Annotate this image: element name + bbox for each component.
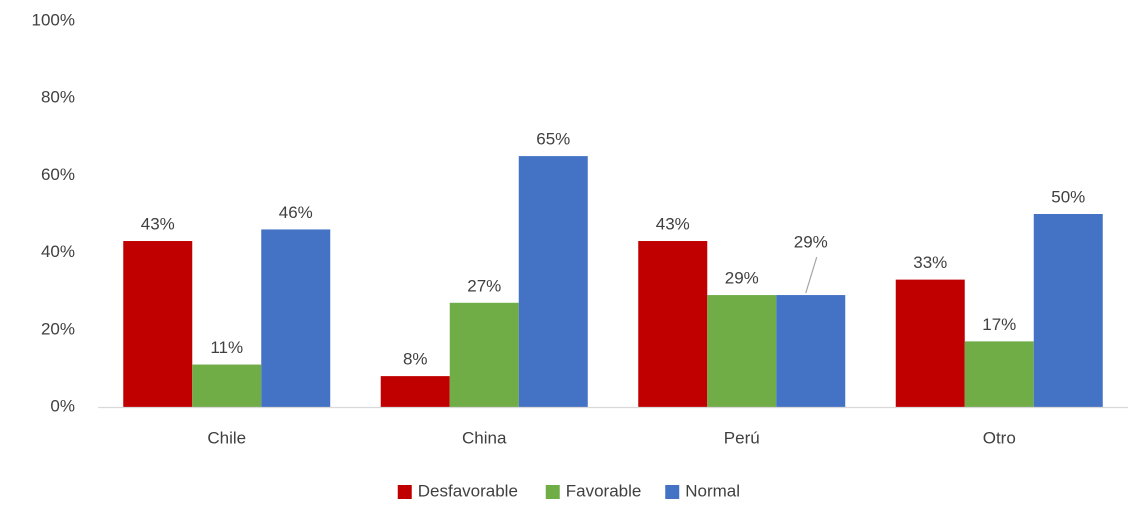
legend-item-normal: Normal <box>665 481 740 500</box>
legend-label: Favorable <box>566 481 642 500</box>
y-tick-label: 60% <box>41 165 75 184</box>
bar-normal <box>776 295 846 407</box>
bar-desfavorable <box>638 241 708 407</box>
legend: Desfavorable Favorable Normal <box>397 481 740 500</box>
bar-desfavorable <box>895 279 965 407</box>
bar-favorable <box>964 341 1034 407</box>
legend-swatch <box>545 485 560 499</box>
y-axis-ticks: 0% 20% 40% 60% 80% 100% <box>32 10 75 415</box>
bar-favorable <box>449 302 519 407</box>
bar-normal <box>261 229 331 407</box>
bar-normal <box>1033 214 1103 407</box>
data-labels: 43% 11% 46% 8% 27% 65% 43% 29% 29% 33% 17% 50% <box>141 130 1086 369</box>
data-label: 8% <box>403 350 428 369</box>
data-label: 43% <box>656 215 690 234</box>
data-label: 29% <box>725 269 759 288</box>
legend-item-desfavorable: Desfavorable <box>397 481 518 500</box>
y-tick-label: 80% <box>41 88 75 107</box>
data-label: 50% <box>1051 187 1085 206</box>
legend-label: Normal <box>685 481 740 500</box>
y-tick-label: 100% <box>32 10 75 29</box>
bar-favorable <box>707 295 777 407</box>
data-label: 33% <box>913 253 947 272</box>
bar-desfavorable <box>380 376 450 407</box>
x-tick-label: Perú <box>724 428 760 447</box>
x-tick-label: China <box>462 428 507 447</box>
bar-normal <box>518 156 588 407</box>
x-axis-ticks: Chile China Perú Otro <box>207 428 1015 447</box>
data-label: 17% <box>982 315 1016 334</box>
y-tick-label: 20% <box>41 319 75 338</box>
data-label: 46% <box>279 203 313 222</box>
data-label: 11% <box>210 338 243 357</box>
data-label: 65% <box>536 130 570 149</box>
data-label: 29% <box>794 233 828 252</box>
legend-label: Desfavorable <box>418 481 518 500</box>
y-tick-label: 0% <box>50 396 75 415</box>
bars <box>123 156 1103 407</box>
legend-swatch <box>397 485 412 499</box>
x-tick-label: Chile <box>207 428 246 447</box>
y-tick-label: 40% <box>41 242 75 261</box>
legend-item-favorable: Favorable <box>545 481 642 500</box>
data-label: 27% <box>467 276 501 295</box>
legend-swatch <box>665 485 680 499</box>
data-label: 43% <box>141 215 175 234</box>
bar-favorable <box>192 364 262 407</box>
x-tick-label: Otro <box>983 428 1016 447</box>
bar-desfavorable <box>123 241 193 407</box>
data-label-leader-line <box>805 256 818 294</box>
